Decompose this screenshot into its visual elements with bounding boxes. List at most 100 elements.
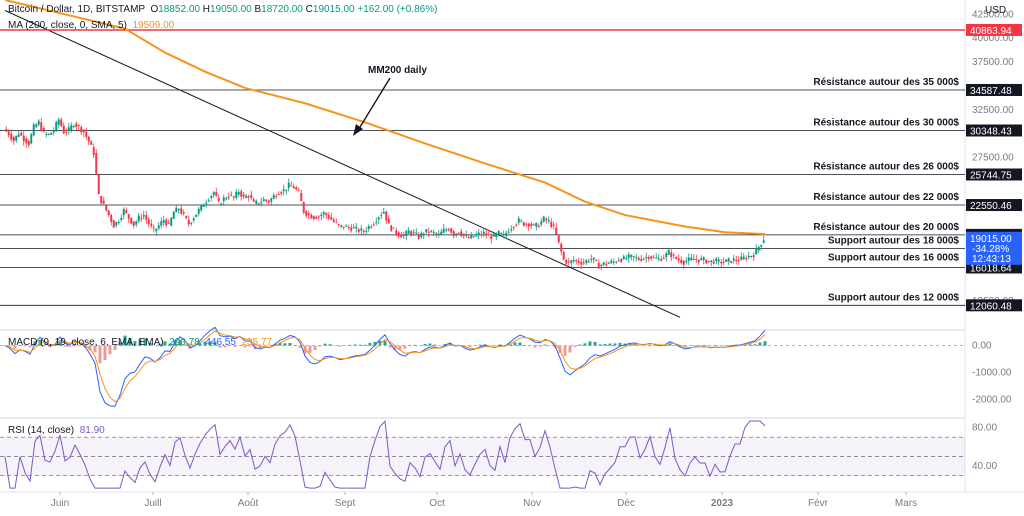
candle	[582, 258, 585, 266]
candle	[300, 189, 303, 202]
candle-body	[357, 229, 360, 232]
candle-body	[417, 235, 420, 239]
macd-hist-bar	[118, 342, 122, 346]
candle-body	[687, 257, 690, 261]
macd-hist-bar	[423, 343, 427, 346]
candle	[32, 122, 35, 137]
macd-value-1: 290.78	[169, 337, 200, 348]
macd-hist-bar	[648, 345, 652, 346]
candle-body	[612, 261, 615, 263]
candle-body	[662, 258, 665, 260]
candle	[212, 191, 215, 199]
candle-body	[620, 259, 623, 262]
candle-body	[17, 134, 20, 137]
candle-body	[217, 197, 220, 202]
candle	[625, 254, 628, 261]
candle	[587, 258, 590, 263]
currency-label: USD	[985, 5, 1007, 16]
candle	[22, 131, 25, 146]
macd-hist-bar	[433, 344, 437, 346]
macd-tick-label: 0.00	[972, 341, 992, 352]
candle	[495, 232, 498, 241]
candle-body	[367, 226, 370, 229]
candle	[397, 231, 400, 239]
macd-pane: 0.00 -1000.00 -2000.00	[0, 326, 1012, 407]
rsi-legend: RSI (14, close) 81.90	[8, 425, 105, 436]
candle-body	[540, 221, 543, 225]
time-axis: Juin Juill Août Sept Oct Nov Déc 2023 Févr Mars	[51, 492, 917, 509]
candle-body	[545, 218, 548, 221]
candle	[230, 191, 233, 197]
level-price-label: 22550.46	[970, 201, 1012, 212]
candle	[620, 258, 623, 264]
candle	[590, 254, 593, 264]
candle-body	[655, 257, 658, 259]
candle-body	[100, 195, 103, 204]
macd-hist-bar	[133, 341, 137, 346]
macd-hist-bar	[373, 341, 377, 346]
macd-hist-bar	[578, 344, 582, 346]
candle-body	[507, 231, 510, 233]
candle-body	[552, 224, 555, 226]
candle-body	[492, 234, 495, 237]
candle-body	[20, 132, 23, 136]
candle-body	[480, 234, 483, 236]
candle-body	[715, 258, 718, 261]
candle	[287, 178, 290, 192]
candle	[715, 256, 718, 265]
macd-hist-bar	[723, 345, 727, 347]
macd-hist-bar	[688, 345, 692, 347]
macd-hist-bar	[43, 345, 47, 347]
candle-body	[525, 223, 528, 225]
candle	[447, 227, 450, 232]
macd-hist-bar	[348, 344, 352, 346]
candle-body	[477, 232, 480, 236]
level-price-label: 25744.75	[970, 170, 1012, 181]
candle	[130, 217, 133, 225]
candle	[417, 231, 420, 241]
candle	[472, 235, 475, 238]
close-label: C	[305, 4, 313, 15]
candle	[145, 210, 148, 224]
candle-body	[360, 228, 363, 231]
candle-body	[197, 208, 200, 214]
candle-body	[377, 217, 380, 220]
macd-hist-bar	[713, 345, 717, 347]
macd-hist-bar	[73, 344, 77, 346]
candle-body	[112, 220, 115, 228]
candle	[315, 215, 318, 220]
candle-body	[330, 216, 333, 220]
candle	[555, 223, 558, 236]
candle-body	[210, 195, 213, 198]
candle	[235, 188, 238, 200]
macd-hist-bar	[493, 345, 497, 347]
macd-hist-bar	[428, 343, 432, 346]
macd-hist-bar	[728, 345, 732, 346]
candle	[647, 255, 650, 262]
candle-body	[230, 194, 233, 196]
open-value: 18852.00	[158, 4, 200, 15]
candle	[572, 256, 575, 264]
candle	[367, 224, 370, 232]
candle-body	[425, 229, 428, 233]
candle	[752, 252, 755, 261]
candle	[702, 256, 705, 265]
candle-body	[630, 254, 633, 258]
candle-body	[212, 192, 215, 195]
candle-body	[435, 233, 438, 235]
candle-body	[577, 260, 580, 264]
macd-hist-bar	[263, 345, 267, 347]
macd-hist-bar	[213, 341, 217, 346]
level-price-tag	[966, 124, 1022, 137]
candle-body	[512, 227, 515, 229]
macd-hist-bar	[123, 335, 127, 346]
candle-body	[705, 260, 708, 264]
candle	[157, 222, 160, 231]
candle	[5, 126, 8, 133]
candle	[445, 227, 448, 233]
candle	[592, 257, 595, 264]
macd-tick-label: -1000.00	[972, 368, 1012, 379]
low-value: 18720.00	[261, 4, 303, 15]
candle-body	[32, 124, 35, 136]
candle	[330, 212, 333, 221]
